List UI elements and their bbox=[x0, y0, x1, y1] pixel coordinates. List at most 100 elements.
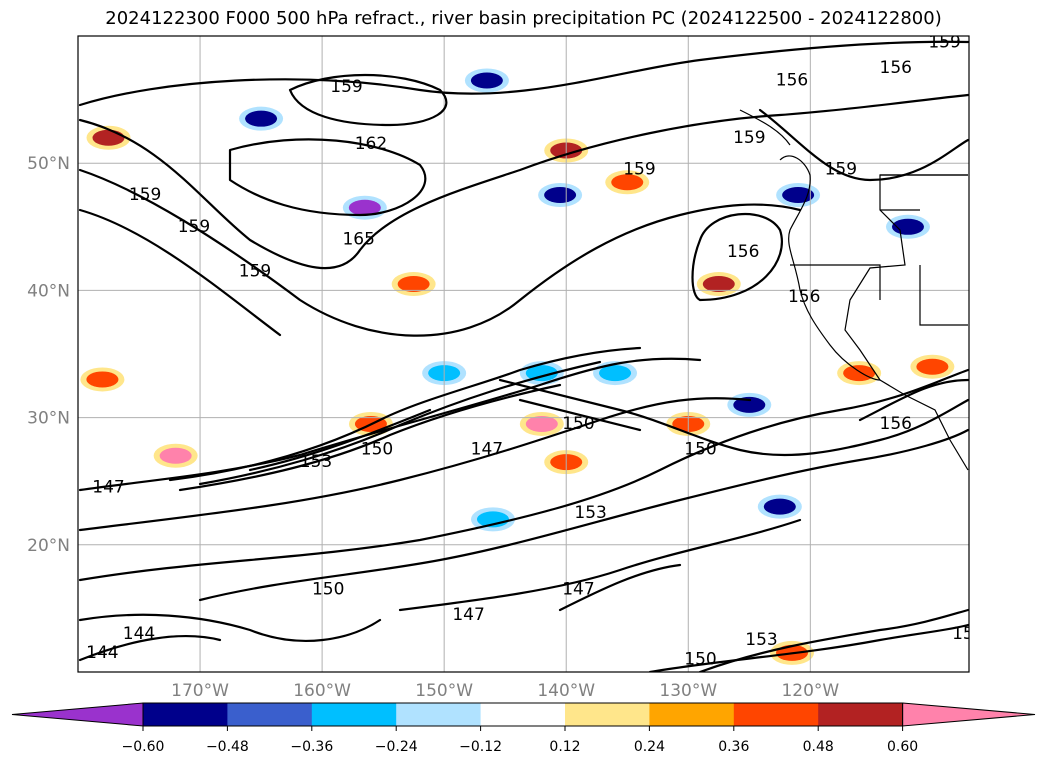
lat-tick-label: 40°N bbox=[27, 281, 70, 301]
contour-label: 144 bbox=[86, 643, 118, 663]
contour-label: 156 bbox=[880, 414, 912, 434]
contour-label: 150 bbox=[684, 649, 716, 669]
precip-blob bbox=[910, 354, 955, 379]
contour-label: 159 bbox=[239, 261, 271, 281]
colorbar-tick-label: 0.60 bbox=[887, 739, 918, 755]
contour-label: 147 bbox=[562, 579, 594, 599]
contour-label: 150 bbox=[562, 414, 594, 434]
contour-label: 159 bbox=[733, 128, 765, 148]
colorbar-segment bbox=[733, 703, 819, 726]
precip-blob bbox=[464, 68, 509, 93]
colorbar-segment bbox=[396, 703, 482, 726]
precip-blob-core bbox=[843, 365, 876, 382]
contour-line bbox=[78, 635, 222, 662]
axis-tick-labels: 170°W 160°W 150°W 140°W 130°W 120°W 20°N 30°N 40… bbox=[27, 154, 839, 701]
precip-blob bbox=[391, 272, 436, 297]
colorbar-extend-max bbox=[902, 702, 1036, 727]
contour-label: 150 bbox=[361, 439, 393, 459]
precip-blob-core bbox=[92, 129, 125, 146]
precip-blob bbox=[519, 411, 564, 436]
colorbar-extend-min bbox=[11, 702, 144, 727]
colorbar-tick-label: 0.24 bbox=[634, 739, 665, 755]
contour-label: 159 bbox=[129, 185, 161, 205]
contour-label: 159 bbox=[928, 32, 960, 52]
contour-label: 147 bbox=[471, 439, 503, 459]
colorbar-tick-label: 0.36 bbox=[718, 739, 749, 755]
contour-line bbox=[558, 563, 682, 612]
contour-label: 159 bbox=[178, 217, 210, 237]
colorbar-tick-label: −0.60 bbox=[122, 739, 165, 755]
precip-blob-core bbox=[763, 498, 796, 515]
colorbar-segment bbox=[565, 703, 650, 726]
contour-line bbox=[78, 613, 382, 642]
precip-blob bbox=[605, 170, 650, 195]
precip-blob bbox=[837, 361, 882, 386]
precip-blob bbox=[153, 443, 198, 468]
contour-line bbox=[498, 378, 969, 457]
contour-line bbox=[698, 608, 969, 672]
contour-line bbox=[758, 108, 969, 182]
lat-tick-label: 20°N bbox=[27, 536, 70, 556]
map-title: 2024122300 F000 500 hPa refract., river … bbox=[105, 8, 942, 29]
colorbar-tick-label: −0.12 bbox=[459, 739, 502, 755]
lat-tick-label: 30°N bbox=[27, 409, 70, 429]
contour-line bbox=[168, 346, 642, 482]
gridlines bbox=[78, 36, 969, 672]
plot-area: 159 162 165 159 159 159 159 159 156 156 159 159 156 1… bbox=[78, 32, 974, 672]
contour-line bbox=[398, 518, 802, 612]
contour-label: 162 bbox=[355, 134, 387, 154]
colorbar: −0.60 −0.48 −0.36 −0.24 −0.12 0.12 0.24 0.36 0.4… bbox=[11, 702, 1036, 755]
lon-tick-label: 160°W bbox=[293, 681, 351, 701]
contour-label: 153 bbox=[574, 503, 606, 523]
colorbar-segment bbox=[480, 703, 566, 726]
lon-tick-label: 150°W bbox=[415, 681, 473, 701]
colorbar-segment bbox=[818, 703, 904, 726]
precip-blob bbox=[342, 195, 387, 220]
colorbar-segment bbox=[311, 703, 397, 726]
contour-line bbox=[78, 357, 702, 492]
contour-label: 159 bbox=[623, 160, 655, 180]
contour-label: 147 bbox=[452, 605, 484, 625]
contour-label: 159 bbox=[825, 160, 857, 180]
lat-tick-label: 50°N bbox=[27, 154, 70, 174]
lon-tick-label: 130°W bbox=[659, 681, 717, 701]
contour-line bbox=[518, 398, 642, 432]
contour-line bbox=[198, 360, 602, 486]
precip-blob-core bbox=[525, 415, 558, 432]
contour-line bbox=[178, 383, 562, 492]
precip-blob bbox=[885, 214, 930, 239]
contour-label: 150 bbox=[312, 579, 344, 599]
contour-line bbox=[858, 378, 969, 422]
precip-blob-core bbox=[86, 371, 119, 388]
contour-label: 153 bbox=[300, 452, 332, 472]
contour-label: 15 bbox=[952, 624, 974, 644]
plot-background bbox=[78, 36, 969, 672]
contour-line bbox=[78, 40, 969, 107]
precip-blob-core bbox=[348, 199, 381, 216]
precip-blob-core bbox=[525, 365, 558, 382]
colorbar-tick-label: 0.12 bbox=[549, 739, 580, 755]
contour-label: 147 bbox=[92, 478, 124, 498]
precip-blob-core bbox=[245, 110, 278, 127]
precip-blob bbox=[776, 183, 821, 207]
precip-blob bbox=[727, 392, 772, 417]
colorbar-tick-label: 0.48 bbox=[803, 739, 834, 755]
contour-label: 159 bbox=[330, 77, 362, 97]
contour-label: 153 bbox=[745, 630, 777, 650]
precip-blob-core bbox=[544, 187, 577, 203]
colorbar-segment bbox=[649, 703, 735, 726]
colorbar-tick-label: −0.24 bbox=[375, 739, 418, 755]
contour-label: 150 bbox=[684, 439, 716, 459]
colorbar-frame bbox=[142, 702, 904, 727]
precip-blob bbox=[757, 494, 802, 519]
precip-blob-core bbox=[397, 276, 430, 293]
contour-label: 156 bbox=[727, 242, 759, 262]
coastline bbox=[739, 109, 969, 471]
colorbar-segment bbox=[143, 703, 228, 726]
colorbar-tick-label: −0.36 bbox=[290, 739, 333, 755]
contour-line bbox=[691, 212, 783, 302]
precip-blob bbox=[80, 367, 125, 392]
precip-blob-core bbox=[733, 396, 766, 413]
contour-line bbox=[228, 138, 427, 217]
